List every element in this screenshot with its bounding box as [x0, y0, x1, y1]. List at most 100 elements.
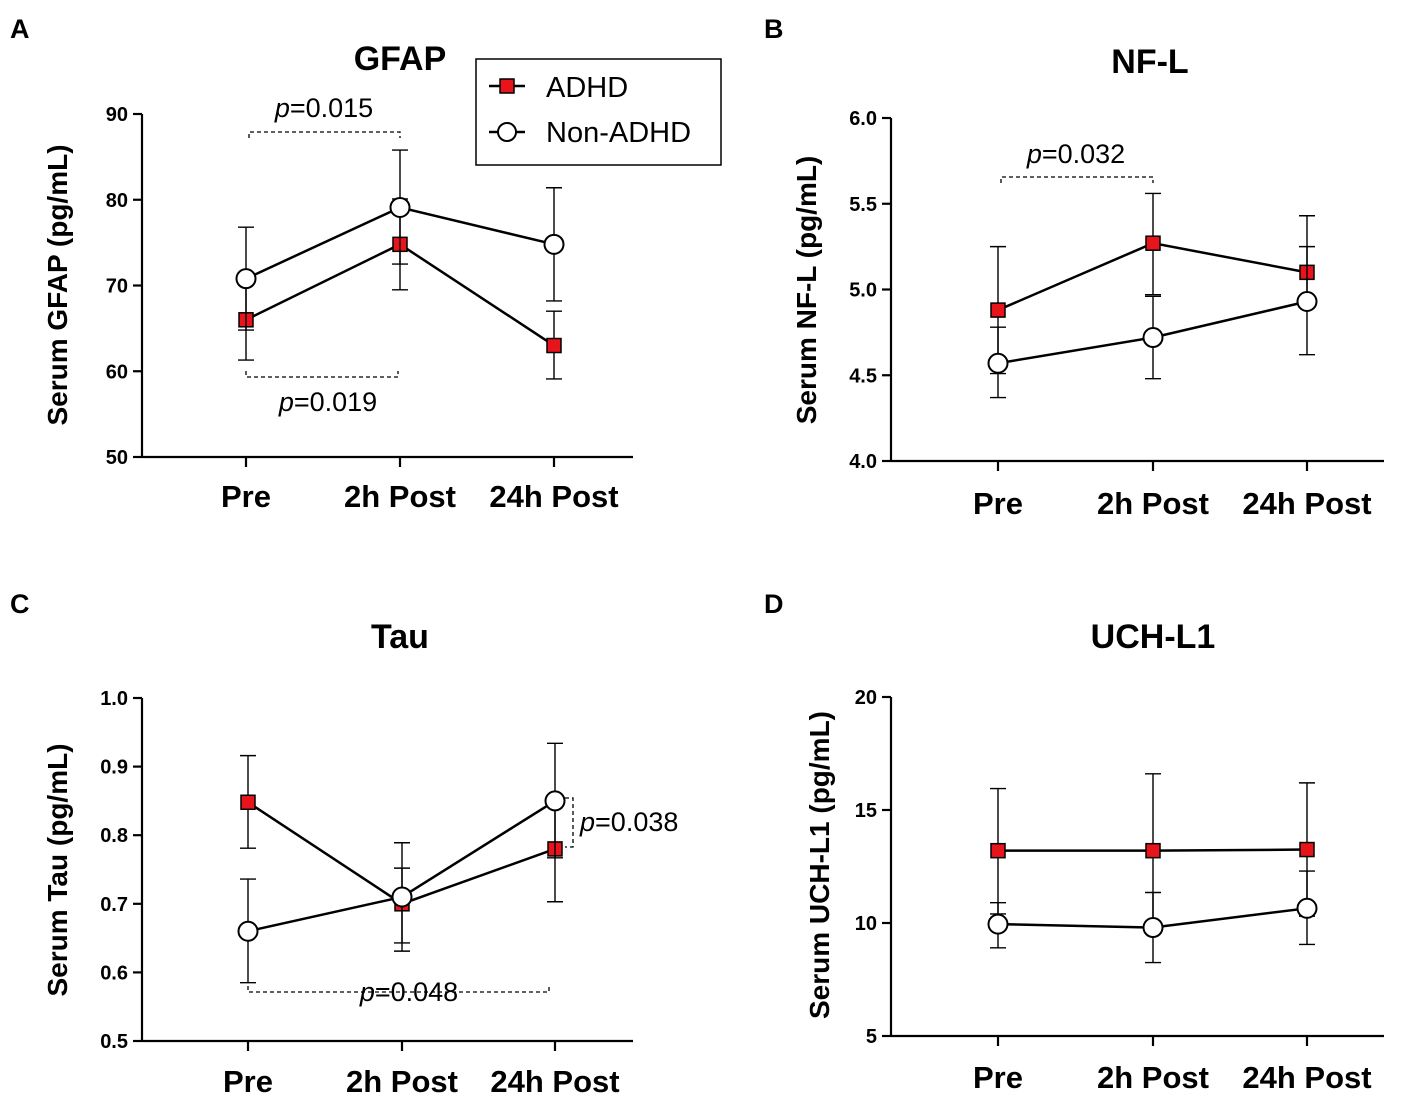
x-tick-label: Pre	[973, 1060, 1023, 1095]
panel-letter-a: A	[10, 14, 30, 44]
y-tick-label: 60	[106, 361, 128, 383]
x-tick-label: 24h Post	[1242, 486, 1371, 521]
p-symbol: p	[274, 93, 290, 123]
x-tick-label: Pre	[973, 486, 1023, 521]
x-tick-label: 24h Post	[490, 1064, 619, 1099]
p-value-label: p=0.019	[278, 387, 377, 417]
y-axis-ticks: 50 60 70 80 90	[106, 104, 142, 469]
y-tick-label: 1.0	[100, 688, 128, 710]
y-tick-label: 15	[855, 800, 877, 822]
data-point-non-adhd	[544, 790, 566, 812]
significance-bracket	[245, 371, 399, 378]
data-point-non-adhd	[987, 352, 1009, 374]
panel-a-gfap: A GFAP Serum GFAP (pg/mL) 50 60 70 80 90 Pre…	[10, 14, 633, 514]
significance-bracket	[1000, 176, 1154, 183]
y-tick-label: 80	[106, 190, 128, 212]
axes	[889, 697, 1384, 1038]
axes	[889, 118, 1384, 463]
x-tick-label: 2h Post	[1097, 1060, 1209, 1095]
significance-bracket	[248, 131, 401, 138]
legend-box	[475, 58, 722, 166]
y-tick-label: 10	[855, 913, 877, 935]
x-axis-ticks: Pre 2h Post 24h Post	[973, 461, 1372, 521]
y-tick-label: 5.5	[849, 194, 877, 216]
p-value: =0.032	[1042, 139, 1125, 169]
data-point-adhd	[240, 794, 256, 811]
data-point-non-adhd	[987, 913, 1009, 935]
series-non-adhd	[987, 215, 1318, 399]
data-point-non-adhd	[235, 268, 257, 290]
p-symbol: p	[359, 977, 375, 1007]
significance-bracket	[565, 797, 574, 848]
p-symbol: p	[278, 387, 294, 417]
y-tick-label: 0.7	[100, 894, 128, 916]
x-axis-ticks: Pre 2h Post 24h Post	[221, 457, 619, 514]
data-point-non-adhd	[389, 196, 411, 218]
y-tick-label: 90	[106, 104, 128, 126]
axes	[140, 114, 633, 459]
p-value: =0.019	[294, 387, 377, 417]
y-tick-label: 50	[106, 447, 128, 469]
annotations: p=0.038 p=0.048	[247, 797, 678, 1007]
panel-letter-c: C	[10, 589, 30, 619]
y-tick-label: 5.0	[849, 280, 877, 302]
data-point-adhd	[546, 337, 562, 354]
data-point-adhd	[990, 842, 1006, 859]
data-point-adhd	[1145, 235, 1161, 251]
y-tick-label: 70	[106, 276, 128, 298]
series-non-adhd	[987, 870, 1318, 964]
y-axis-label: Serum UCH-L1 (pg/mL)	[804, 711, 835, 1019]
y-tick-label: 0.6	[100, 962, 128, 984]
y-tick-label: 4.5	[849, 365, 877, 387]
annotations: p=0.032	[1000, 139, 1154, 183]
p-value-label: p=0.048	[359, 977, 458, 1007]
panel-c-tau: C Tau Serum Tau (pg/mL) 0.5 0.6 0.7 0.8 0.9 1…	[10, 589, 678, 1099]
plot-area	[235, 149, 565, 380]
y-axis-ticks: 4.0 4.5 5.0 5.5 6.0	[849, 108, 891, 473]
legend-marker-circle	[497, 122, 517, 142]
data-point-non-adhd	[1142, 917, 1164, 939]
y-tick-label: 0.9	[100, 757, 128, 779]
x-tick-label: 24h Post	[489, 479, 618, 514]
plot-area	[237, 742, 566, 984]
data-point-non-adhd	[1142, 327, 1164, 349]
y-tick-label: 20	[855, 687, 877, 709]
x-tick-label: 2h Post	[344, 479, 456, 514]
legend: ADHD Non-ADHD	[475, 58, 722, 166]
p-value: =0.015	[290, 93, 373, 123]
y-tick-label: 0.5	[100, 1031, 128, 1053]
y-tick-label: 4.0	[849, 451, 877, 473]
data-point-non-adhd	[391, 886, 413, 908]
y-tick-label: 5	[866, 1026, 877, 1048]
data-point-adhd	[1299, 841, 1315, 858]
y-tick-label: 0.8	[100, 825, 128, 847]
chart-title: GFAP	[354, 40, 447, 78]
p-value-label: p=0.015	[274, 93, 373, 123]
annotations: p=0.015 p=0.019	[245, 93, 401, 417]
panel-d-uchl1: D UCH-L1 Serum UCH-L1 (pg/mL) 5 10 15 20 Pr…	[764, 589, 1384, 1095]
x-tick-label: Pre	[223, 1064, 273, 1099]
chart-title: NF-L	[1111, 43, 1188, 81]
panel-b-nfl: B NF-L Serum NF-L (pg/mL) 4.0 4.5 5.0 5.5 6.…	[764, 14, 1384, 521]
chart-title: Tau	[371, 618, 429, 656]
error-bar	[1299, 215, 1315, 356]
p-value: =0.038	[595, 807, 678, 837]
legend-item-non-adhd: Non-ADHD	[489, 117, 691, 149]
data-point-adhd	[1145, 842, 1161, 859]
data-point-non-adhd	[237, 920, 259, 942]
y-axis-ticks: 0.5 0.6 0.7 0.8 0.9 1.0	[100, 688, 142, 1053]
p-value: =0.048	[375, 977, 458, 1007]
x-tick-label: 2h Post	[346, 1064, 458, 1099]
p-value-label: p=0.038	[579, 807, 678, 837]
significance-bracket	[247, 986, 550, 993]
x-tick-label: 24h Post	[1242, 1060, 1371, 1095]
axes	[140, 698, 633, 1043]
y-axis-ticks: 5 10 15 20	[855, 687, 891, 1048]
legend-label: ADHD	[546, 72, 628, 104]
data-point-adhd	[990, 302, 1006, 318]
data-point-non-adhd	[543, 233, 565, 255]
y-tick-label: 6.0	[849, 108, 877, 130]
data-point-non-adhd	[1296, 897, 1318, 919]
legend-label: Non-ADHD	[546, 117, 691, 149]
